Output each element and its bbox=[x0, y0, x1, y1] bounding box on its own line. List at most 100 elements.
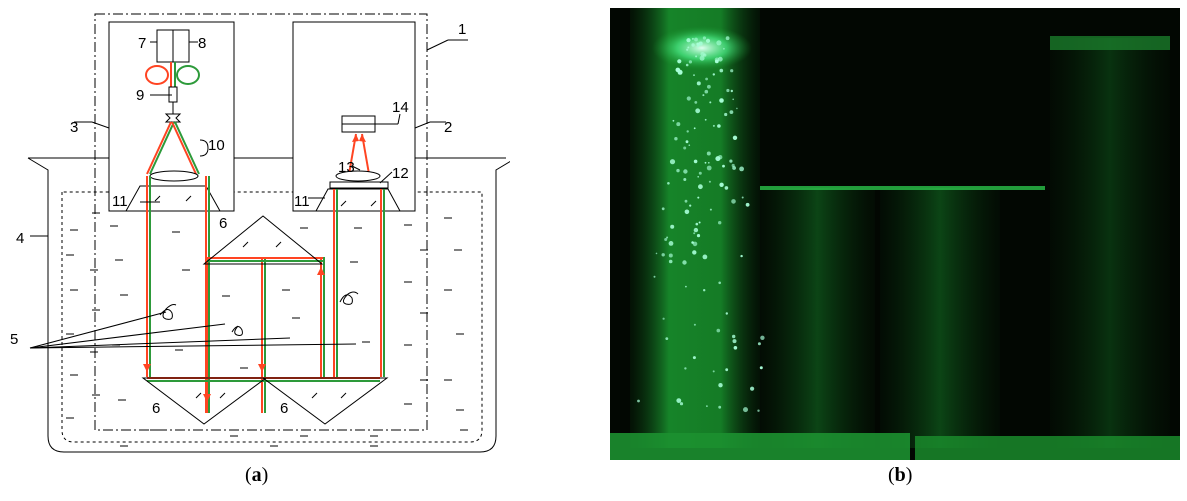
particle bbox=[702, 36, 706, 40]
particle bbox=[750, 386, 755, 391]
particle bbox=[693, 232, 696, 235]
particle bbox=[695, 222, 699, 226]
particle bbox=[685, 63, 689, 67]
prism-top bbox=[202, 215, 324, 265]
particle bbox=[676, 168, 680, 173]
particle bbox=[669, 159, 676, 165]
light-source-glow bbox=[652, 26, 752, 70]
particle bbox=[693, 323, 696, 326]
particle bbox=[692, 250, 697, 255]
particle bbox=[695, 55, 698, 58]
particle bbox=[664, 238, 668, 241]
particle bbox=[684, 209, 690, 215]
tank-inner-dashed bbox=[61, 191, 483, 443]
red-fiber-loop bbox=[145, 65, 169, 85]
label-7: 7 bbox=[138, 35, 146, 52]
particle bbox=[702, 254, 708, 260]
particle bbox=[708, 162, 710, 164]
bottom-plate-right bbox=[915, 436, 1180, 460]
particle bbox=[704, 118, 707, 121]
particle bbox=[745, 202, 750, 207]
label-3: 3 bbox=[70, 119, 78, 136]
particle bbox=[718, 221, 722, 225]
particle-cloud bbox=[637, 36, 765, 413]
particle bbox=[706, 151, 711, 156]
particle bbox=[683, 169, 688, 174]
particle bbox=[707, 84, 711, 89]
particle bbox=[712, 370, 715, 373]
particle bbox=[668, 241, 674, 246]
label-13: 13 bbox=[338, 159, 355, 176]
particle bbox=[637, 399, 640, 403]
particle bbox=[726, 88, 730, 93]
particle bbox=[704, 89, 709, 94]
particle bbox=[722, 164, 725, 168]
particle bbox=[732, 334, 736, 339]
particle bbox=[653, 275, 656, 278]
bottom-plate-left bbox=[610, 433, 910, 460]
particle bbox=[718, 281, 721, 285]
particle bbox=[691, 37, 694, 40]
particle bbox=[665, 337, 669, 340]
particle bbox=[730, 69, 734, 73]
particle bbox=[693, 74, 695, 76]
particle bbox=[706, 405, 708, 407]
beam-expander bbox=[164, 113, 182, 123]
particle bbox=[739, 166, 744, 172]
particle bbox=[694, 101, 698, 104]
particle bbox=[732, 135, 738, 140]
particle bbox=[683, 146, 687, 150]
beam-left bbox=[630, 8, 760, 448]
label-5: 5 bbox=[10, 331, 18, 348]
particle bbox=[741, 196, 744, 199]
particle bbox=[661, 253, 665, 257]
particle bbox=[686, 48, 689, 51]
label-2: 2 bbox=[444, 119, 452, 136]
particle bbox=[670, 224, 675, 229]
particle bbox=[677, 59, 682, 64]
prism-bottom-right bbox=[261, 377, 389, 425]
housing-outline bbox=[94, 13, 428, 431]
particle bbox=[684, 199, 688, 203]
particle bbox=[685, 285, 687, 288]
particle bbox=[697, 196, 700, 199]
prism-top-edge bbox=[760, 186, 1045, 190]
beam-middle-1 bbox=[760, 188, 875, 448]
particle bbox=[732, 339, 737, 344]
label-10: 10 bbox=[208, 137, 225, 154]
particle bbox=[697, 176, 699, 178]
particle bbox=[684, 367, 687, 370]
particle bbox=[757, 409, 760, 412]
particle bbox=[757, 342, 761, 346]
particle bbox=[693, 127, 696, 130]
particle bbox=[708, 180, 711, 183]
particle bbox=[719, 98, 724, 103]
label-11-right: 11 bbox=[294, 193, 310, 210]
particle bbox=[668, 259, 673, 264]
particle bbox=[724, 112, 728, 117]
particle bbox=[736, 107, 738, 110]
particle bbox=[714, 59, 719, 64]
particle bbox=[740, 254, 743, 258]
particle bbox=[760, 335, 765, 340]
particle bbox=[698, 171, 702, 175]
lens-right bbox=[335, 170, 381, 182]
particle bbox=[696, 42, 700, 46]
particle-swirl bbox=[159, 304, 177, 320]
particle bbox=[693, 159, 698, 164]
label-9: 9 bbox=[136, 87, 144, 104]
particle bbox=[725, 36, 730, 41]
particle bbox=[686, 130, 689, 133]
particle bbox=[732, 98, 734, 101]
particle-swirl bbox=[339, 291, 359, 305]
label-6-right: 6 bbox=[280, 400, 288, 417]
particle bbox=[729, 110, 734, 114]
particle bbox=[733, 346, 738, 350]
particle bbox=[686, 96, 691, 101]
particle bbox=[696, 234, 701, 238]
particle bbox=[743, 407, 748, 413]
particle bbox=[709, 208, 712, 211]
particle bbox=[686, 38, 691, 43]
label-6-top: 6 bbox=[219, 215, 227, 232]
particle bbox=[725, 368, 729, 372]
